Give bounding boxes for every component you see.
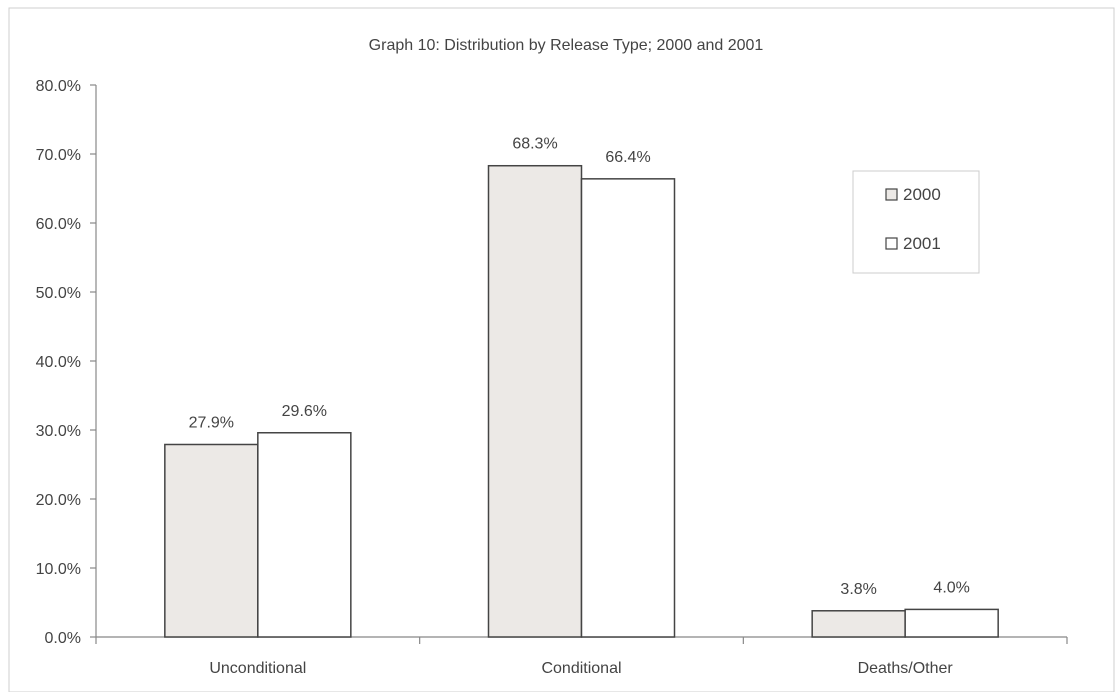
legend: 2000 2001 <box>852 170 980 274</box>
data-labels-group: 27.9% 29.6% 68.3% 66.4% 3.8% 4.0% <box>189 136 970 598</box>
legend-label-2000: 2000 <box>903 185 941 204</box>
bars-group <box>164 164 999 638</box>
y-tick-label: 0.0% <box>45 630 81 647</box>
legend-swatch-2000 <box>885 188 898 201</box>
bar-2000-deaths-other <box>811 610 906 638</box>
y-tick-label: 70.0% <box>36 147 81 164</box>
data-label: 66.4% <box>605 149 650 166</box>
x-category-label: Deaths/Other <box>858 660 954 677</box>
chart-title: Graph 10: Distribution by Release Type; … <box>369 37 764 54</box>
data-label: 4.0% <box>933 579 969 596</box>
y-tick-label: 50.0% <box>36 285 81 302</box>
legend-swatch-2001 <box>885 237 898 250</box>
category-labels-group: Unconditional Conditional Deaths/Other <box>209 660 953 677</box>
y-tick-label: 20.0% <box>36 492 81 509</box>
y-tick-label: 10.0% <box>36 561 81 578</box>
legend-label-2001: 2001 <box>903 234 941 253</box>
bar-2001-conditional <box>580 178 676 638</box>
data-label: 68.3% <box>512 136 557 153</box>
data-label: 29.6% <box>282 403 327 420</box>
bar-2001-deaths-other <box>904 608 999 638</box>
x-category-label: Conditional <box>541 660 621 677</box>
data-label: 27.9% <box>189 414 234 431</box>
y-tick-label: 30.0% <box>36 423 81 440</box>
y-tick-label: 60.0% <box>36 216 81 233</box>
y-axis: 0.0% 10.0% 20.0% 30.0% 40.0% 50.0% 60.0% 70.0% 8… <box>36 78 97 647</box>
x-category-label: Unconditional <box>209 660 306 677</box>
bar-2000-conditional <box>487 164 583 638</box>
y-tick-label: 40.0% <box>36 354 81 371</box>
data-label: 3.8% <box>840 581 876 598</box>
bar-2000-unconditional <box>164 443 259 638</box>
y-tick-label: 80.0% <box>36 78 81 95</box>
legend-box <box>852 170 980 274</box>
bar-2001-unconditional <box>257 432 352 638</box>
